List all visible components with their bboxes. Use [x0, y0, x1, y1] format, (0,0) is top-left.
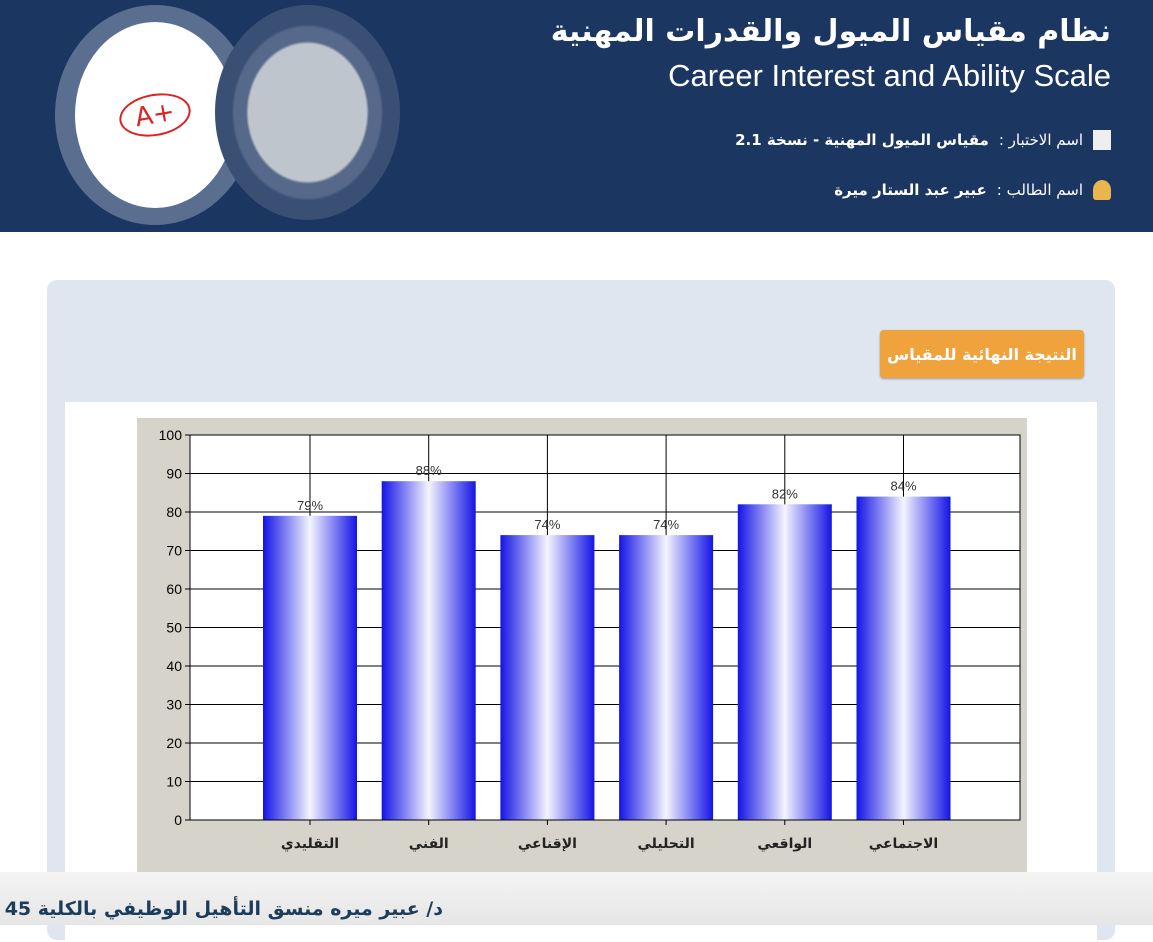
- y-tick-label: 100: [159, 427, 183, 443]
- laptop-image: [215, 5, 400, 220]
- data-label: 84%: [890, 479, 916, 494]
- y-tick-label: 90: [166, 466, 182, 482]
- plot-border: [189, 434, 1021, 821]
- data-label: 74%: [653, 517, 679, 532]
- bar: [619, 535, 714, 820]
- y-tick-label: 40: [166, 658, 182, 674]
- final-result-button[interactable]: النتيجة النهائية للمقياس: [880, 330, 1084, 378]
- student-icon: [1093, 180, 1111, 200]
- y-tick-label: 70: [166, 543, 182, 559]
- x-tick-label: الفني: [409, 836, 449, 852]
- app-title-arabic: نظام مقياس الميول والقدرات المهنية: [550, 14, 1111, 49]
- x-tick-label: الإقناعي: [518, 836, 577, 852]
- y-tick-label: 20: [166, 735, 182, 751]
- test-name-row: اسم الاختبار : مقياس الميول المهنية - نس…: [735, 130, 1111, 150]
- y-tick-label: 0: [174, 812, 182, 828]
- x-tick-label: الاجتماعي: [869, 836, 938, 852]
- logo-circle-left-inner: A+: [75, 22, 235, 208]
- result-bar-chart: 0 10 20 30 40 50 60 70 80 90 100 79% التقليدي 88% الفن…: [137, 418, 1027, 888]
- video-caption-bar: [0, 872, 1153, 925]
- x-tick-label: التحليلي: [638, 836, 695, 852]
- grade-logo: A+: [116, 88, 194, 142]
- test-label: اسم الاختبار :: [998, 131, 1083, 149]
- y-tick-label: 50: [166, 620, 182, 636]
- student-value: عبير عبد الستار ميرة: [834, 181, 987, 199]
- bar: [737, 504, 832, 820]
- data-label: 79%: [297, 498, 323, 513]
- x-tick-label: التقليدي: [281, 836, 339, 853]
- bar: [381, 481, 476, 820]
- app-title-english: Career Interest and Ability Scale: [668, 58, 1111, 93]
- y-tick-label: 60: [166, 581, 182, 597]
- x-tick-label: الواقعي: [757, 836, 812, 852]
- data-label: 82%: [772, 486, 798, 501]
- student-name-row: اسم الطالب : عبير عبد الستار ميرة: [834, 180, 1111, 200]
- y-tick-label: 80: [166, 504, 182, 520]
- data-label: 74%: [534, 517, 560, 532]
- y-tick-label: 10: [166, 774, 182, 790]
- y-tick-label: 30: [166, 697, 182, 713]
- presenter-caption: د/ عبير ميره منسق التأهيل الوظيفي بالكلي…: [4, 898, 443, 920]
- document-icon: [1093, 130, 1111, 150]
- bar: [856, 496, 951, 820]
- data-label: 88%: [416, 463, 442, 478]
- student-label: اسم الطالب :: [996, 181, 1083, 199]
- bar: [263, 515, 357, 820]
- test-value: مقياس الميول المهنية - نسخة 2.1: [735, 131, 989, 149]
- bar: [500, 535, 595, 820]
- header: A+ نظام مقياس الميول والقدرات المهنية Ca…: [0, 0, 1153, 232]
